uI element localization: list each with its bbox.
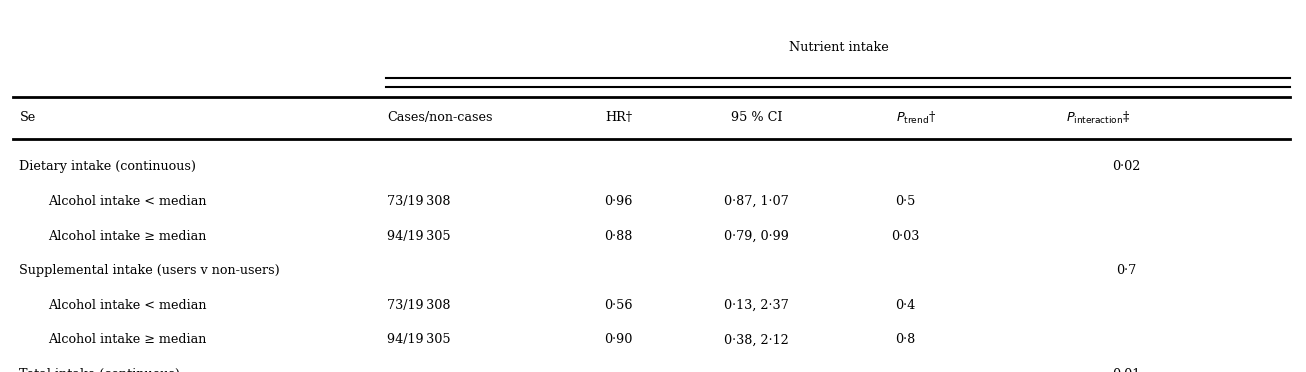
Text: 0·38, 2·12: 0·38, 2·12: [725, 333, 789, 346]
Text: 0·13, 2·37: 0·13, 2·37: [725, 299, 789, 312]
Text: Alcohol intake < median: Alcohol intake < median: [47, 195, 206, 208]
Text: $\mathit{P}_{\mathrm{trend}}$†: $\mathit{P}_{\mathrm{trend}}$†: [896, 110, 936, 126]
Text: Alcohol intake ≥ median: Alcohol intake ≥ median: [47, 333, 206, 346]
Text: 73/19 308: 73/19 308: [387, 299, 451, 312]
Text: Cases/non-cases: Cases/non-cases: [387, 111, 492, 124]
Text: 94/19 305: 94/19 305: [387, 333, 451, 346]
Text: 0·02: 0·02: [1113, 160, 1140, 173]
Text: HR†: HR†: [605, 111, 632, 124]
Text: 94/19 305: 94/19 305: [387, 230, 451, 243]
Text: 0·01: 0·01: [1113, 368, 1140, 372]
Text: Supplemental intake (users v non-users): Supplemental intake (users v non-users): [20, 264, 281, 277]
Text: 0·4: 0·4: [895, 299, 916, 312]
Text: 0·8: 0·8: [895, 333, 916, 346]
Text: Alcohol intake < median: Alcohol intake < median: [47, 299, 206, 312]
Text: 0·90: 0·90: [605, 333, 632, 346]
Text: Se: Se: [20, 111, 35, 124]
Text: Dietary intake (continuous): Dietary intake (continuous): [20, 160, 196, 173]
Text: Alcohol intake ≥ median: Alcohol intake ≥ median: [47, 230, 206, 243]
Text: Total intake (continuous): Total intake (continuous): [20, 368, 180, 372]
Text: 0·79, 0·99: 0·79, 0·99: [725, 230, 789, 243]
Text: 0·56: 0·56: [605, 299, 632, 312]
Text: 0·03: 0·03: [891, 230, 919, 243]
Text: 0·7: 0·7: [1117, 264, 1136, 277]
Text: 0·96: 0·96: [605, 195, 632, 208]
Text: $\mathit{P}_{\mathrm{interaction}}$‡: $\mathit{P}_{\mathrm{interaction}}$‡: [1067, 110, 1131, 126]
Text: 0·87, 1·07: 0·87, 1·07: [725, 195, 789, 208]
Text: 0·88: 0·88: [605, 230, 632, 243]
Text: 95 % CI: 95 % CI: [731, 111, 782, 124]
Text: 0·5: 0·5: [895, 195, 916, 208]
Text: Nutrient intake: Nutrient intake: [789, 41, 888, 54]
Text: 73/19 308: 73/19 308: [387, 195, 451, 208]
